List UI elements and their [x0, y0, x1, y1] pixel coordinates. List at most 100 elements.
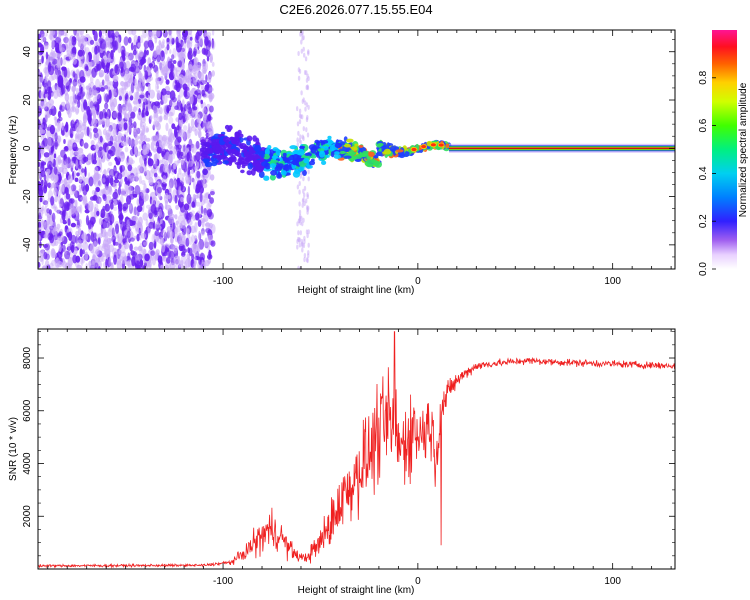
noise-blob	[98, 30, 102, 38]
noise-blob	[198, 230, 201, 241]
track-blob	[270, 160, 279, 163]
noise-blob	[49, 124, 56, 135]
noise-blob	[198, 72, 205, 82]
noise-blob	[188, 160, 194, 168]
track-blob	[292, 154, 300, 161]
noise-blob	[72, 90, 76, 101]
noise-blob	[166, 104, 172, 112]
noise-blob	[75, 159, 79, 170]
noise-blob	[69, 190, 74, 196]
noise-blob	[190, 210, 195, 215]
noise-blob	[177, 144, 182, 150]
track-blob	[219, 150, 224, 154]
noise-blob	[193, 197, 197, 208]
noise-blob	[101, 178, 106, 183]
noise-blob	[154, 230, 160, 237]
noise-blob	[120, 81, 125, 87]
noise-blob	[120, 154, 125, 159]
noise-blob	[100, 39, 106, 50]
noise-blob	[51, 58, 58, 65]
noise-blob	[101, 119, 105, 125]
noise-blob	[60, 196, 64, 208]
noise-blob	[121, 85, 127, 91]
noise-blob	[165, 112, 169, 121]
track-blob	[236, 162, 241, 170]
noise-blob	[149, 31, 154, 37]
noise-blob	[160, 44, 165, 49]
noise-blob	[298, 108, 302, 114]
noise-blob	[79, 69, 85, 81]
noise-blob	[168, 229, 173, 238]
noise-blob	[302, 136, 305, 141]
noise-blob	[194, 90, 198, 95]
track-blob	[349, 146, 358, 151]
noise-blob	[47, 182, 52, 188]
noise-blob	[84, 209, 90, 214]
noise-blob	[122, 260, 125, 269]
noise-blob	[113, 40, 118, 51]
track-blob	[210, 162, 218, 167]
noise-blob	[206, 31, 212, 38]
noise-blob	[41, 144, 45, 155]
noise-blob	[104, 103, 109, 111]
track-blob	[202, 168, 209, 176]
noise-blob	[158, 231, 164, 240]
noise-blob	[106, 109, 110, 119]
track-blob	[261, 153, 265, 158]
noise-blob	[193, 256, 197, 267]
noise-blob	[121, 133, 126, 143]
noise-blob	[38, 161, 41, 167]
noise-blob	[86, 72, 91, 78]
noise-blob	[54, 68, 58, 80]
noise-blob	[123, 99, 127, 107]
track-blob	[362, 152, 368, 157]
noise-blob	[65, 121, 69, 133]
noise-blob	[140, 163, 147, 174]
track-blob	[282, 158, 291, 162]
noise-blob	[137, 42, 141, 48]
noise-blob	[107, 57, 111, 63]
noise-blob	[55, 63, 61, 68]
noise-blob	[38, 229, 42, 236]
noise-blob	[56, 121, 61, 133]
track-blob	[269, 163, 277, 169]
noise-blob	[65, 99, 70, 109]
noise-blob	[67, 47, 71, 58]
track-blob	[276, 173, 283, 179]
noise-blob	[57, 120, 62, 132]
x-tick-label: 0	[415, 576, 421, 587]
noise-blob	[123, 122, 128, 131]
noise-blob	[91, 153, 95, 165]
noise-blob	[93, 89, 98, 96]
track-blob	[251, 168, 256, 176]
track-blob	[420, 144, 428, 150]
noise-blob	[109, 135, 114, 145]
noise-blob	[153, 112, 159, 122]
noise-blob	[303, 70, 307, 75]
noise-blob	[74, 190, 80, 199]
noise-blob	[123, 81, 129, 87]
noise-blob	[198, 129, 201, 139]
noise-blob	[197, 30, 203, 37]
noise-blob	[83, 142, 89, 149]
noise-blob	[73, 30, 77, 36]
noise-blob	[133, 106, 137, 113]
noise-blob	[99, 111, 104, 120]
noise-blob	[50, 182, 57, 189]
noise-blob	[103, 187, 110, 196]
noise-blob	[140, 117, 146, 124]
track-blob	[292, 160, 298, 166]
noise-blob	[47, 136, 54, 146]
noise-blob	[142, 212, 148, 221]
noise-blob	[96, 59, 100, 65]
noise-blob	[105, 38, 111, 46]
noise-blob	[183, 125, 188, 132]
noise-blob	[104, 221, 110, 229]
noise-blob	[71, 36, 77, 46]
noise-blob	[178, 167, 182, 175]
noise-blob	[176, 125, 180, 131]
noise-blob	[122, 202, 129, 210]
track-blob	[393, 146, 400, 150]
noise-blob	[178, 51, 185, 61]
noise-blob	[172, 222, 176, 230]
